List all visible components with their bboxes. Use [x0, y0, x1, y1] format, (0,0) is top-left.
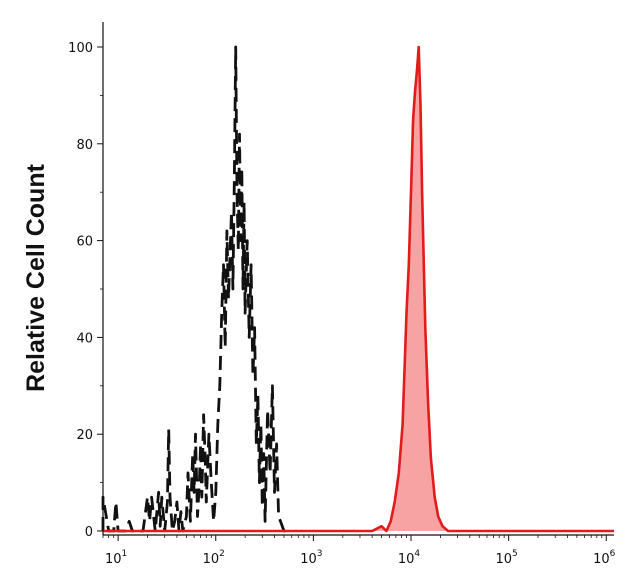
- stained-histogram-line: [103, 45, 614, 533]
- control-histogram-line: [101, 45, 292, 533]
- x-tick-label: 102: [203, 549, 225, 567]
- y-tick-label: 60: [76, 235, 93, 250]
- x-axis: 101 102 103 104 105 106: [102, 534, 616, 567]
- y-tick-label: 100: [68, 41, 93, 56]
- x-tick-label: 105: [495, 549, 517, 567]
- plot-area: [101, 45, 614, 533]
- x-tick-label: 101: [105, 549, 127, 567]
- x-tick-label: 103: [300, 549, 322, 567]
- y-axis: 0 20 40 60 80 100: [68, 22, 104, 540]
- y-tick-label: 40: [76, 331, 93, 346]
- x-tick-label: 106: [593, 549, 616, 567]
- x-tick-label: 104: [398, 549, 421, 567]
- stained-histogram-fill: [103, 47, 614, 531]
- y-tick-label: 0: [85, 525, 93, 540]
- y-axis-label: Relative Cell Count: [22, 163, 50, 391]
- y-tick-label: 20: [76, 428, 93, 443]
- y-tick-label: 80: [76, 138, 93, 153]
